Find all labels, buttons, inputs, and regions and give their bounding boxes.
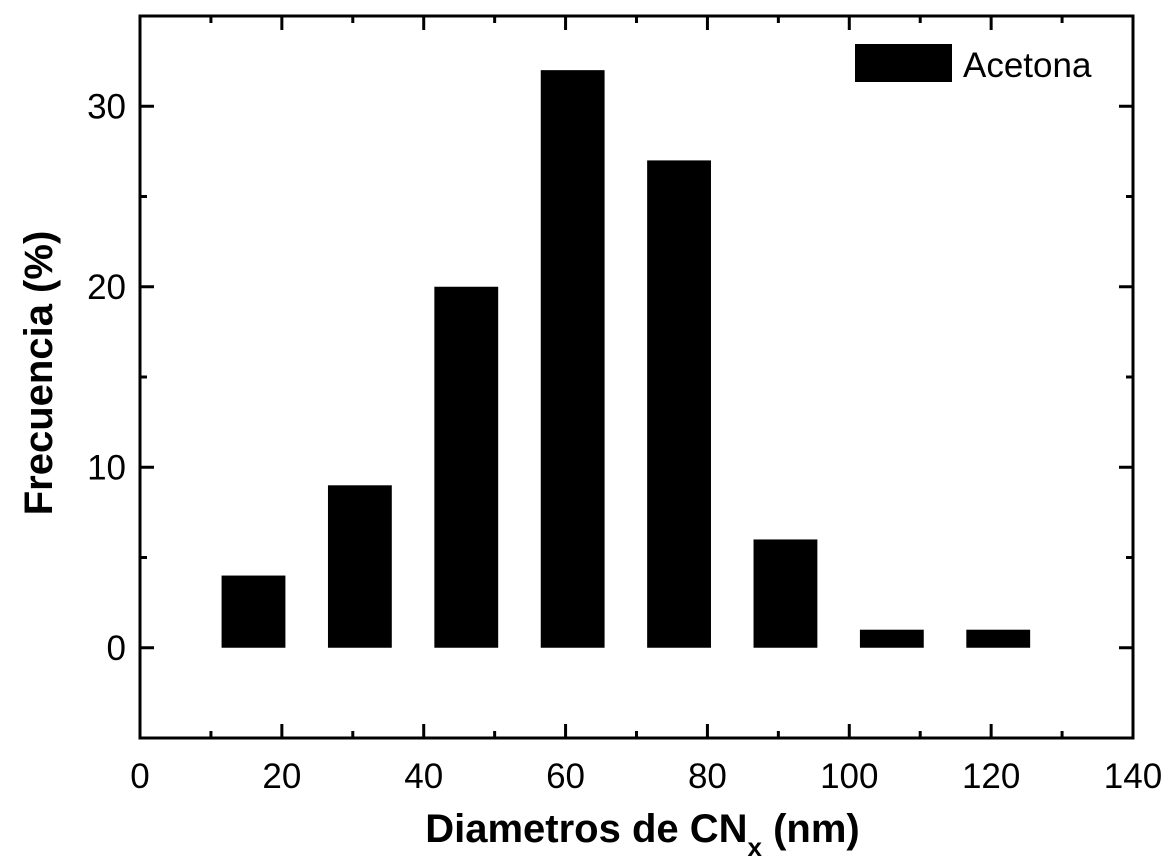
x-tick-label: 120 bbox=[962, 757, 1020, 796]
bar bbox=[540, 70, 605, 648]
y-axis-title: Frecuencia (%) bbox=[17, 231, 61, 516]
bars-group bbox=[221, 70, 1031, 648]
x-tick-label: 140 bbox=[1104, 757, 1162, 796]
bar bbox=[434, 286, 499, 648]
x-axis-title-unit: (nm) bbox=[762, 807, 860, 851]
x-axis-title-main: Diametros de CN bbox=[425, 807, 747, 851]
tick-labels-group: 0 20 40 60 80 100 120 140 0 10 20 30 bbox=[87, 87, 1162, 796]
legend-label: Acetona bbox=[963, 46, 1092, 85]
y-tick-label: 20 bbox=[87, 268, 126, 307]
y-tick-label: 30 bbox=[87, 87, 126, 126]
x-tick-label: 80 bbox=[688, 757, 727, 796]
x-tick-label: 60 bbox=[546, 757, 585, 796]
x-tick-label: 0 bbox=[130, 757, 149, 796]
y-tick-label: 0 bbox=[107, 629, 126, 668]
x-tick-label: 40 bbox=[404, 757, 443, 796]
x-tick-label: 20 bbox=[262, 757, 301, 796]
bar bbox=[753, 539, 818, 648]
x-tick-label: 100 bbox=[820, 757, 878, 796]
x-axis-title: Diametros de CNx (nm) bbox=[425, 807, 860, 859]
legend: Acetona bbox=[855, 44, 1092, 85]
bar bbox=[859, 629, 924, 648]
bar bbox=[221, 575, 286, 648]
x-axis-title-subscript: x bbox=[748, 832, 763, 859]
ticks-group bbox=[138, 14, 1135, 740]
bar bbox=[647, 160, 711, 648]
y-tick-label: 10 bbox=[87, 448, 126, 487]
bar bbox=[966, 629, 1031, 648]
legend-swatch bbox=[855, 44, 952, 82]
bar bbox=[327, 485, 392, 648]
